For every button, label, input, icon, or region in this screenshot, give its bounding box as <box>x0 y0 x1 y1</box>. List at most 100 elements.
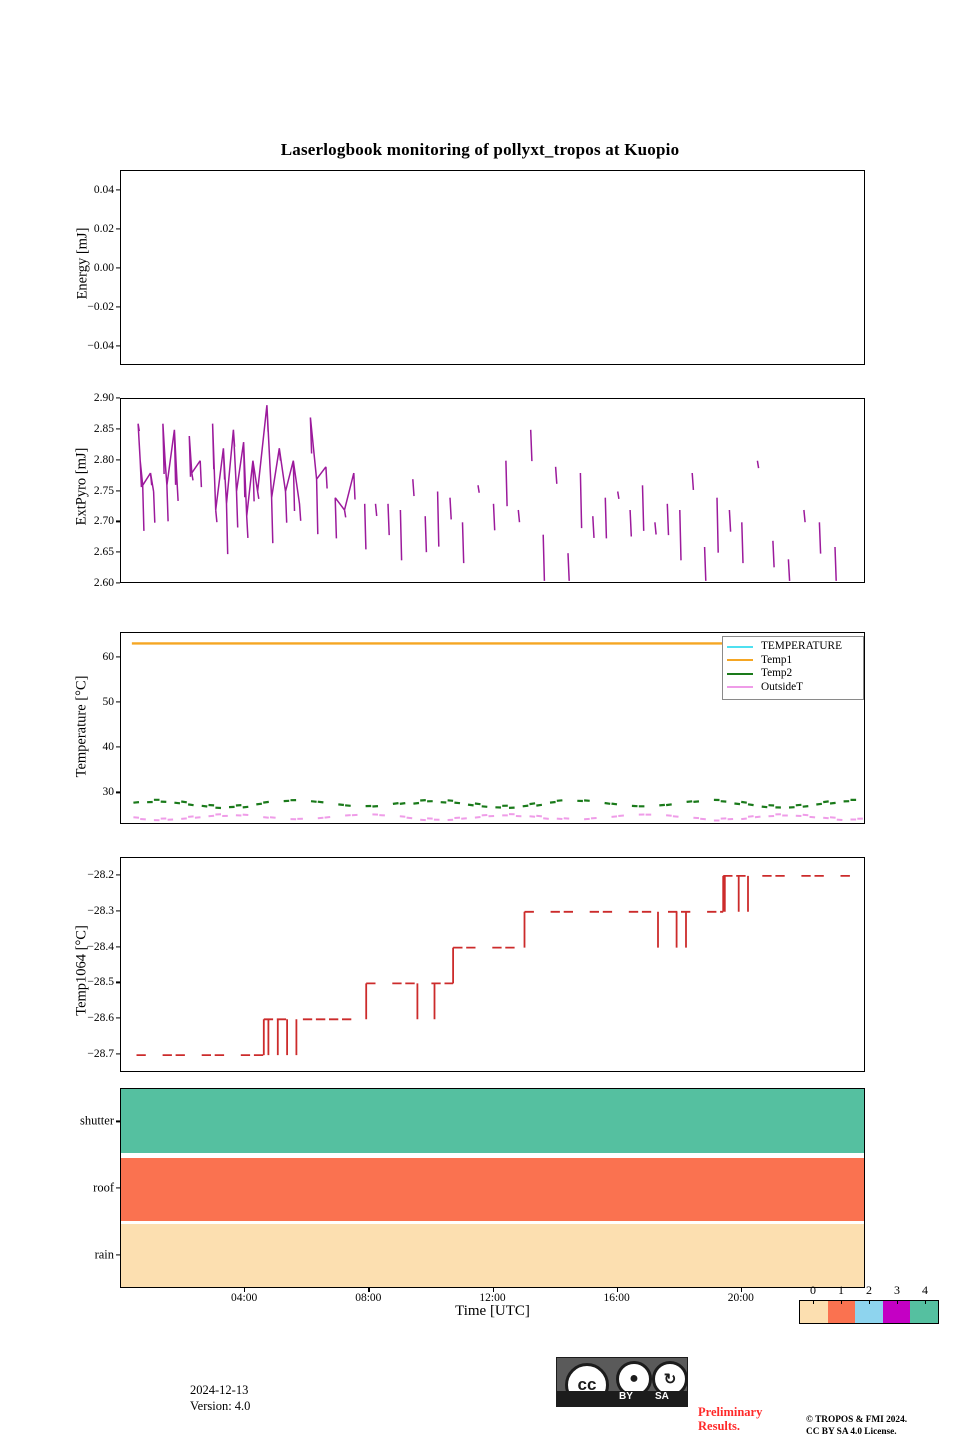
footer-date: 2024-12-13 <box>190 1383 249 1397</box>
colorbar-tick-label: 0 <box>810 1283 816 1297</box>
colorbar-tick-mark <box>813 1300 814 1304</box>
preliminary-results-note: Preliminary Results. <box>698 1405 763 1433</box>
panel-extpyro-plot <box>120 398 865 583</box>
y-tick-mark <box>116 551 120 553</box>
x-tick-label: 08:00 <box>355 1292 382 1304</box>
colorbar-tick-label: 2 <box>866 1283 872 1297</box>
cc-by-text: BY <box>619 1391 633 1402</box>
x-tick-mark <box>244 1288 246 1292</box>
y-tick-mark <box>116 910 120 912</box>
cc-badge-bar <box>557 1391 687 1406</box>
y-tick-mark <box>116 1120 120 1122</box>
y-tick-label: 0.02 <box>93 222 114 235</box>
x-tick-mark <box>740 1288 743 1292</box>
y-tick-mark <box>116 874 120 876</box>
extpyro-line <box>137 405 837 581</box>
status-row-label-rain: rain <box>94 1247 114 1262</box>
temp2-line <box>133 798 857 810</box>
cc-sa-text: SA <box>655 1391 669 1402</box>
x-axis-label: Time [UTC] <box>455 1303 530 1319</box>
legend-item-temp2: Temp2 <box>727 667 857 681</box>
colorbar-tick-mark <box>925 1300 926 1304</box>
y-tick-mark <box>116 227 120 230</box>
y-tick-label: −28.6 <box>87 1012 114 1025</box>
x-tick-mark <box>368 1288 370 1292</box>
x-tick-label: 20:00 <box>727 1292 754 1304</box>
y-tick-label: −28.2 <box>87 868 114 881</box>
y-tick-label: −0.04 <box>87 339 114 352</box>
x-tick-mark <box>616 1288 618 1292</box>
y-tick-label: −28.3 <box>87 904 114 917</box>
y-tick-label: −0.02 <box>87 300 114 313</box>
temp1064-trace <box>136 875 850 1056</box>
y-tick-mark <box>116 981 120 983</box>
y-tick-mark <box>116 791 120 793</box>
colorbar-tick-label: 4 <box>922 1283 928 1297</box>
y-tick-label: 2.65 <box>93 546 114 559</box>
legend-color-swatch <box>727 659 753 662</box>
y-tick-mark <box>116 428 120 430</box>
y-tick-mark <box>116 305 120 308</box>
status-row-label-shutter: shutter <box>79 1113 114 1128</box>
y-tick-mark <box>116 459 120 461</box>
y-tick-label: 2.60 <box>93 577 114 589</box>
page-title: Laserlogbook monitoring of pollyxt_tropo… <box>280 140 680 159</box>
y-tick-label: −28.5 <box>87 976 114 989</box>
x-tick-mark <box>492 1288 494 1292</box>
x-tick-label: 16:00 <box>603 1292 630 1304</box>
colorbar-tick-label: 3 <box>894 1283 900 1297</box>
y-tick-mark <box>116 397 120 399</box>
y-tick-label: 0.00 <box>93 261 114 274</box>
panel-energy-plot <box>120 170 865 365</box>
y-tick-label: 50 <box>102 696 115 709</box>
y-tick-label: 2.80 <box>93 453 114 466</box>
colorbar-tick-mark <box>841 1300 842 1304</box>
colorbar-cell-1 <box>827 1301 856 1323</box>
legend-color-swatch <box>727 686 753 689</box>
legend-label: TEMPERATURE <box>761 640 842 653</box>
colorbar-tick-label: 1 <box>838 1283 844 1297</box>
colorbar-tick-mark <box>897 1300 898 1304</box>
legend-item-temp1: Temp1 <box>727 654 857 668</box>
temp1064-line <box>136 875 850 1056</box>
x-tick-label: 12:00 <box>479 1292 506 1304</box>
status-row-label-roof: roof <box>93 1180 114 1195</box>
y-tick-label: 2.85 <box>93 422 114 435</box>
y-tick-mark <box>116 746 120 748</box>
y-tick-mark <box>116 1254 120 1256</box>
y-tick-mark <box>116 520 120 522</box>
colorbar-cell-0 <box>800 1301 828 1323</box>
y-tick-mark <box>116 344 120 347</box>
y-tick-label: 60 <box>102 650 115 663</box>
colorbar-tick-mark <box>869 1300 870 1304</box>
y-tick-mark <box>116 188 120 191</box>
outsidet-line <box>133 813 863 822</box>
y-tick-label: 2.70 <box>93 515 114 528</box>
y-tick-mark <box>116 489 120 492</box>
legend-color-swatch <box>727 645 753 648</box>
y-tick-label: 40 <box>102 741 115 754</box>
x-tick-label: 04:00 <box>231 1292 258 1304</box>
y-tick-label: 2.75 <box>93 484 114 497</box>
status-band-shutter <box>121 1089 864 1153</box>
y-tick-label: −28.7 <box>87 1048 114 1061</box>
y-tick-mark <box>116 266 120 269</box>
legend-label: Temp1 <box>761 653 793 666</box>
panel-temp1064-plot <box>120 857 865 1072</box>
legend-color-swatch <box>727 672 753 675</box>
colorbar-cell-2 <box>855 1301 883 1323</box>
legend-label: Temp2 <box>761 667 793 680</box>
y-tick-label: −28.4 <box>87 940 114 953</box>
y-tick-label: 30 <box>102 786 115 799</box>
colorbar-cell-4 <box>910 1301 938 1323</box>
panel-status-plot <box>120 1088 865 1288</box>
y-tick-mark <box>116 1187 120 1189</box>
legend-label: OutsideT <box>761 680 804 693</box>
y-tick-mark <box>116 945 120 948</box>
y-tick-mark <box>116 656 120 658</box>
cc-license-badge: cc ● ↻ BY SA <box>556 1357 688 1407</box>
colorbar-cell-3 <box>882 1301 911 1323</box>
y-tick-mark <box>116 701 120 703</box>
footer-version: Version: 4.0 <box>190 1399 251 1413</box>
